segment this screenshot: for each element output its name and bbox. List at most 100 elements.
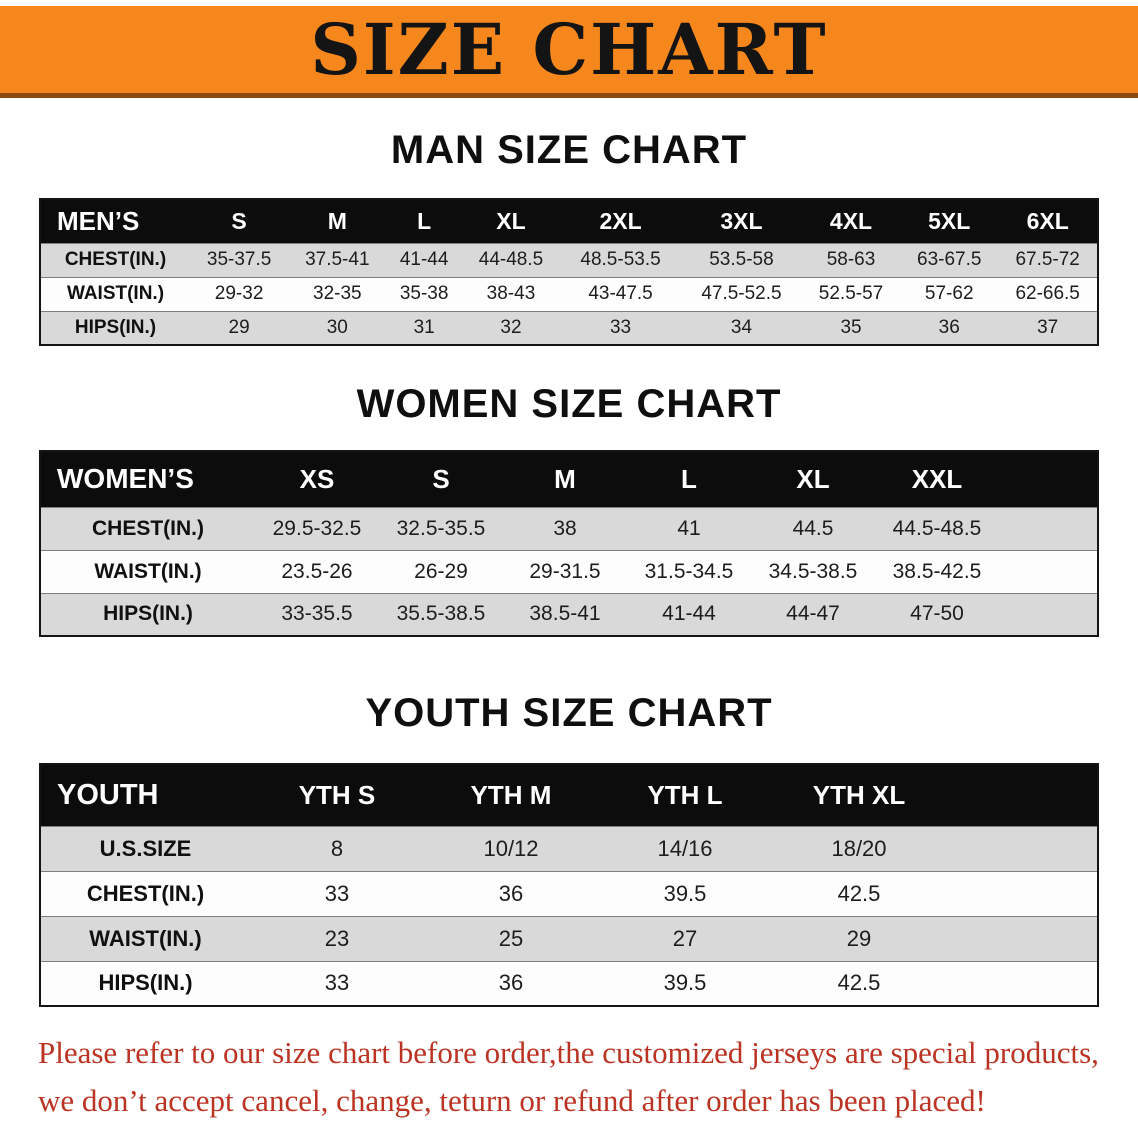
measurement-value: 43-47.5 <box>588 283 653 304</box>
table-title-cell: YOUTH <box>57 778 159 811</box>
size-header-cell: 4XL <box>829 207 873 234</box>
measurement-value: 52.5-57 <box>818 283 884 304</box>
men-size-table: MEN’S S M L XL 2XL 3XL 4XL 5XL 6XL CHEST(IN.) 35-3… <box>39 198 1099 346</box>
measurement-value: 39.5 <box>663 970 707 996</box>
measurement-row: CHEST(IN.) 29.5-32.5 32.5-35.5 38 41 44.5 44.5… <box>40 507 1098 550</box>
banner: SIZE CHART <box>0 6 1138 98</box>
size-chart-page: SIZE CHART MAN SIZE CHART MEN’S S M L XL 2XL 3… <box>0 6 1138 1121</box>
size-header-cell: YTH S <box>298 779 376 810</box>
measurement-value: 26-29 <box>414 559 468 583</box>
measurement-value: 29-31.5 <box>529 559 601 583</box>
size-header-cell: XL <box>496 207 526 234</box>
measurement-row: WAIST(IN.) 23.5-26 26-29 29-31.5 31.5-34.5 34… <box>40 550 1098 593</box>
measurement-value: 58-63 <box>826 249 876 270</box>
filler-cell <box>999 507 1098 550</box>
size-header-cell: YTH L <box>647 779 723 810</box>
filler-cell <box>946 826 1098 871</box>
filler-cell <box>946 961 1098 1006</box>
measurement-value: 32-35 <box>313 283 362 304</box>
size-header-cell: YTH XL <box>812 779 906 810</box>
measurement-row: U.S.SIZE 8 10/12 14/16 18/20 <box>40 826 1098 871</box>
measurement-value: 30 <box>326 316 348 338</box>
measurement-label: CHEST(IN.) <box>64 249 167 270</box>
measurement-value: 34 <box>730 316 753 338</box>
measurement-value: 31.5-34.5 <box>644 559 734 583</box>
note-line-2: we don’t accept cancel, change, teturn o… <box>38 1083 986 1118</box>
filler-cell <box>999 593 1098 636</box>
measurement-value: 44-47 <box>786 602 840 626</box>
size-header-cell: L <box>681 463 697 494</box>
measurement-value: 29-32 <box>214 283 264 304</box>
measurement-value: 18/20 <box>831 835 887 861</box>
size-header-cell: M <box>327 207 347 234</box>
filler-cell <box>999 550 1098 593</box>
measurement-value: 41 <box>677 516 701 540</box>
measurement-value: 44.5-48.5 <box>892 516 982 540</box>
measurement-value: 67.5-72 <box>1015 249 1080 270</box>
youth-section-heading: YOUTH SIZE CHART <box>365 691 773 735</box>
measurement-value: 32 <box>500 316 522 338</box>
table-title-cell: MEN’S <box>57 205 140 236</box>
women-section: WOMEN SIZE CHART WOMEN’S XS S M L XL XXL CHEST… <box>0 382 1138 637</box>
measurement-value: 42.5 <box>837 970 881 996</box>
measurement-row: CHEST(IN.) 35-37.5 37.5-41 41-44 44-48.5 48.5… <box>40 243 1098 277</box>
measurement-value: 41-44 <box>662 602 716 626</box>
header-row: WOMEN’S XS S M L XL XXL <box>40 451 1098 507</box>
youth-table-body: U.S.SIZE 8 10/12 14/16 18/20 CHEST(IN.) 33 36 39… <box>40 826 1098 1006</box>
measurement-label: HIPS(IN.) <box>98 970 193 996</box>
measurement-label: U.S.SIZE <box>99 835 192 861</box>
measurement-label: HIPS(IN.) <box>103 602 193 626</box>
measurement-value: 48.5-53.5 <box>580 249 661 270</box>
size-header-cell: S <box>231 207 247 234</box>
youth-table-header: YOUTH YTH S YTH M YTH L YTH XL <box>40 764 1098 826</box>
measurement-value: 35-38 <box>399 283 449 304</box>
measurement-value: 29 <box>846 925 872 951</box>
measurement-value: 33-35.5 <box>281 602 353 626</box>
women-size-table: WOMEN’S XS S M L XL XXL CHEST(IN.) 29.5-32.5 32.… <box>39 450 1099 637</box>
measurement-value: 47-50 <box>910 602 964 626</box>
women-section-heading: WOMEN SIZE CHART <box>356 382 782 426</box>
measurement-value: 36 <box>938 316 960 338</box>
filler-cell <box>946 916 1098 961</box>
measurement-value: 62-66.5 <box>1015 283 1080 304</box>
size-header-cell: 5XL <box>928 207 971 234</box>
size-header-cell: 3XL <box>720 207 763 234</box>
size-header-cell: M <box>554 463 576 494</box>
measurement-row: CHEST(IN.) 33 36 39.5 42.5 <box>40 871 1098 916</box>
women-table-body: CHEST(IN.) 29.5-32.5 32.5-35.5 38 41 44.5 44.5… <box>40 507 1098 636</box>
measurement-value: 37 <box>1037 316 1059 338</box>
size-header-cell: L <box>417 207 432 234</box>
filler-cell <box>946 764 1098 826</box>
measurement-value: 33 <box>324 880 350 906</box>
measurement-value: 57-62 <box>924 283 974 304</box>
measurement-value: 35.5-38.5 <box>396 602 486 626</box>
measurement-label: WAIST(IN.) <box>89 925 202 951</box>
measurement-value: 8 <box>330 835 344 861</box>
measurement-value: 44-48.5 <box>478 249 544 270</box>
measurement-row: WAIST(IN.) 23 25 27 29 <box>40 916 1098 961</box>
measurement-value: 35-37.5 <box>206 249 272 270</box>
measurement-value: 38.5-41 <box>529 602 601 626</box>
measurement-value: 41-44 <box>399 249 449 270</box>
measurement-value: 25 <box>498 925 524 951</box>
size-header-cell: S <box>432 463 450 494</box>
measurement-label: CHEST(IN.) <box>86 880 205 906</box>
men-section: MAN SIZE CHART MEN’S S M L XL 2XL 3XL 4XL 5XL 6XL… <box>0 128 1138 346</box>
measurement-label: WAIST(IN.) <box>66 283 165 304</box>
header-row: MEN’S S M L XL 2XL 3XL 4XL 5XL 6XL <box>40 199 1098 243</box>
measurement-row: WAIST(IN.) 29-32 32-35 35-38 38-43 43-47.5 47.… <box>40 277 1098 311</box>
note-line-1: Please refer to our size chart before or… <box>38 1035 1099 1070</box>
measurement-value: 10/12 <box>483 835 539 861</box>
measurement-value: 14/16 <box>657 835 713 861</box>
youth-size-table: YOUTH YTH S YTH M YTH L YTH XL U.S.SIZE 8 10/1… <box>39 763 1099 1007</box>
measurement-value: 34.5-38.5 <box>768 559 858 583</box>
size-header-cell: XL <box>796 463 830 494</box>
table-title-cell: WOMEN’S <box>57 463 194 495</box>
size-header-cell: 6XL <box>1026 207 1069 234</box>
disclaimer-note: Please refer to our size chart before or… <box>38 1033 1108 1121</box>
measurement-value: 29 <box>228 316 250 338</box>
filler-cell <box>999 451 1098 507</box>
measurement-value: 31 <box>413 316 435 338</box>
size-header-cell: YTH M <box>470 779 552 810</box>
header-row: YOUTH YTH S YTH M YTH L YTH XL <box>40 764 1098 826</box>
